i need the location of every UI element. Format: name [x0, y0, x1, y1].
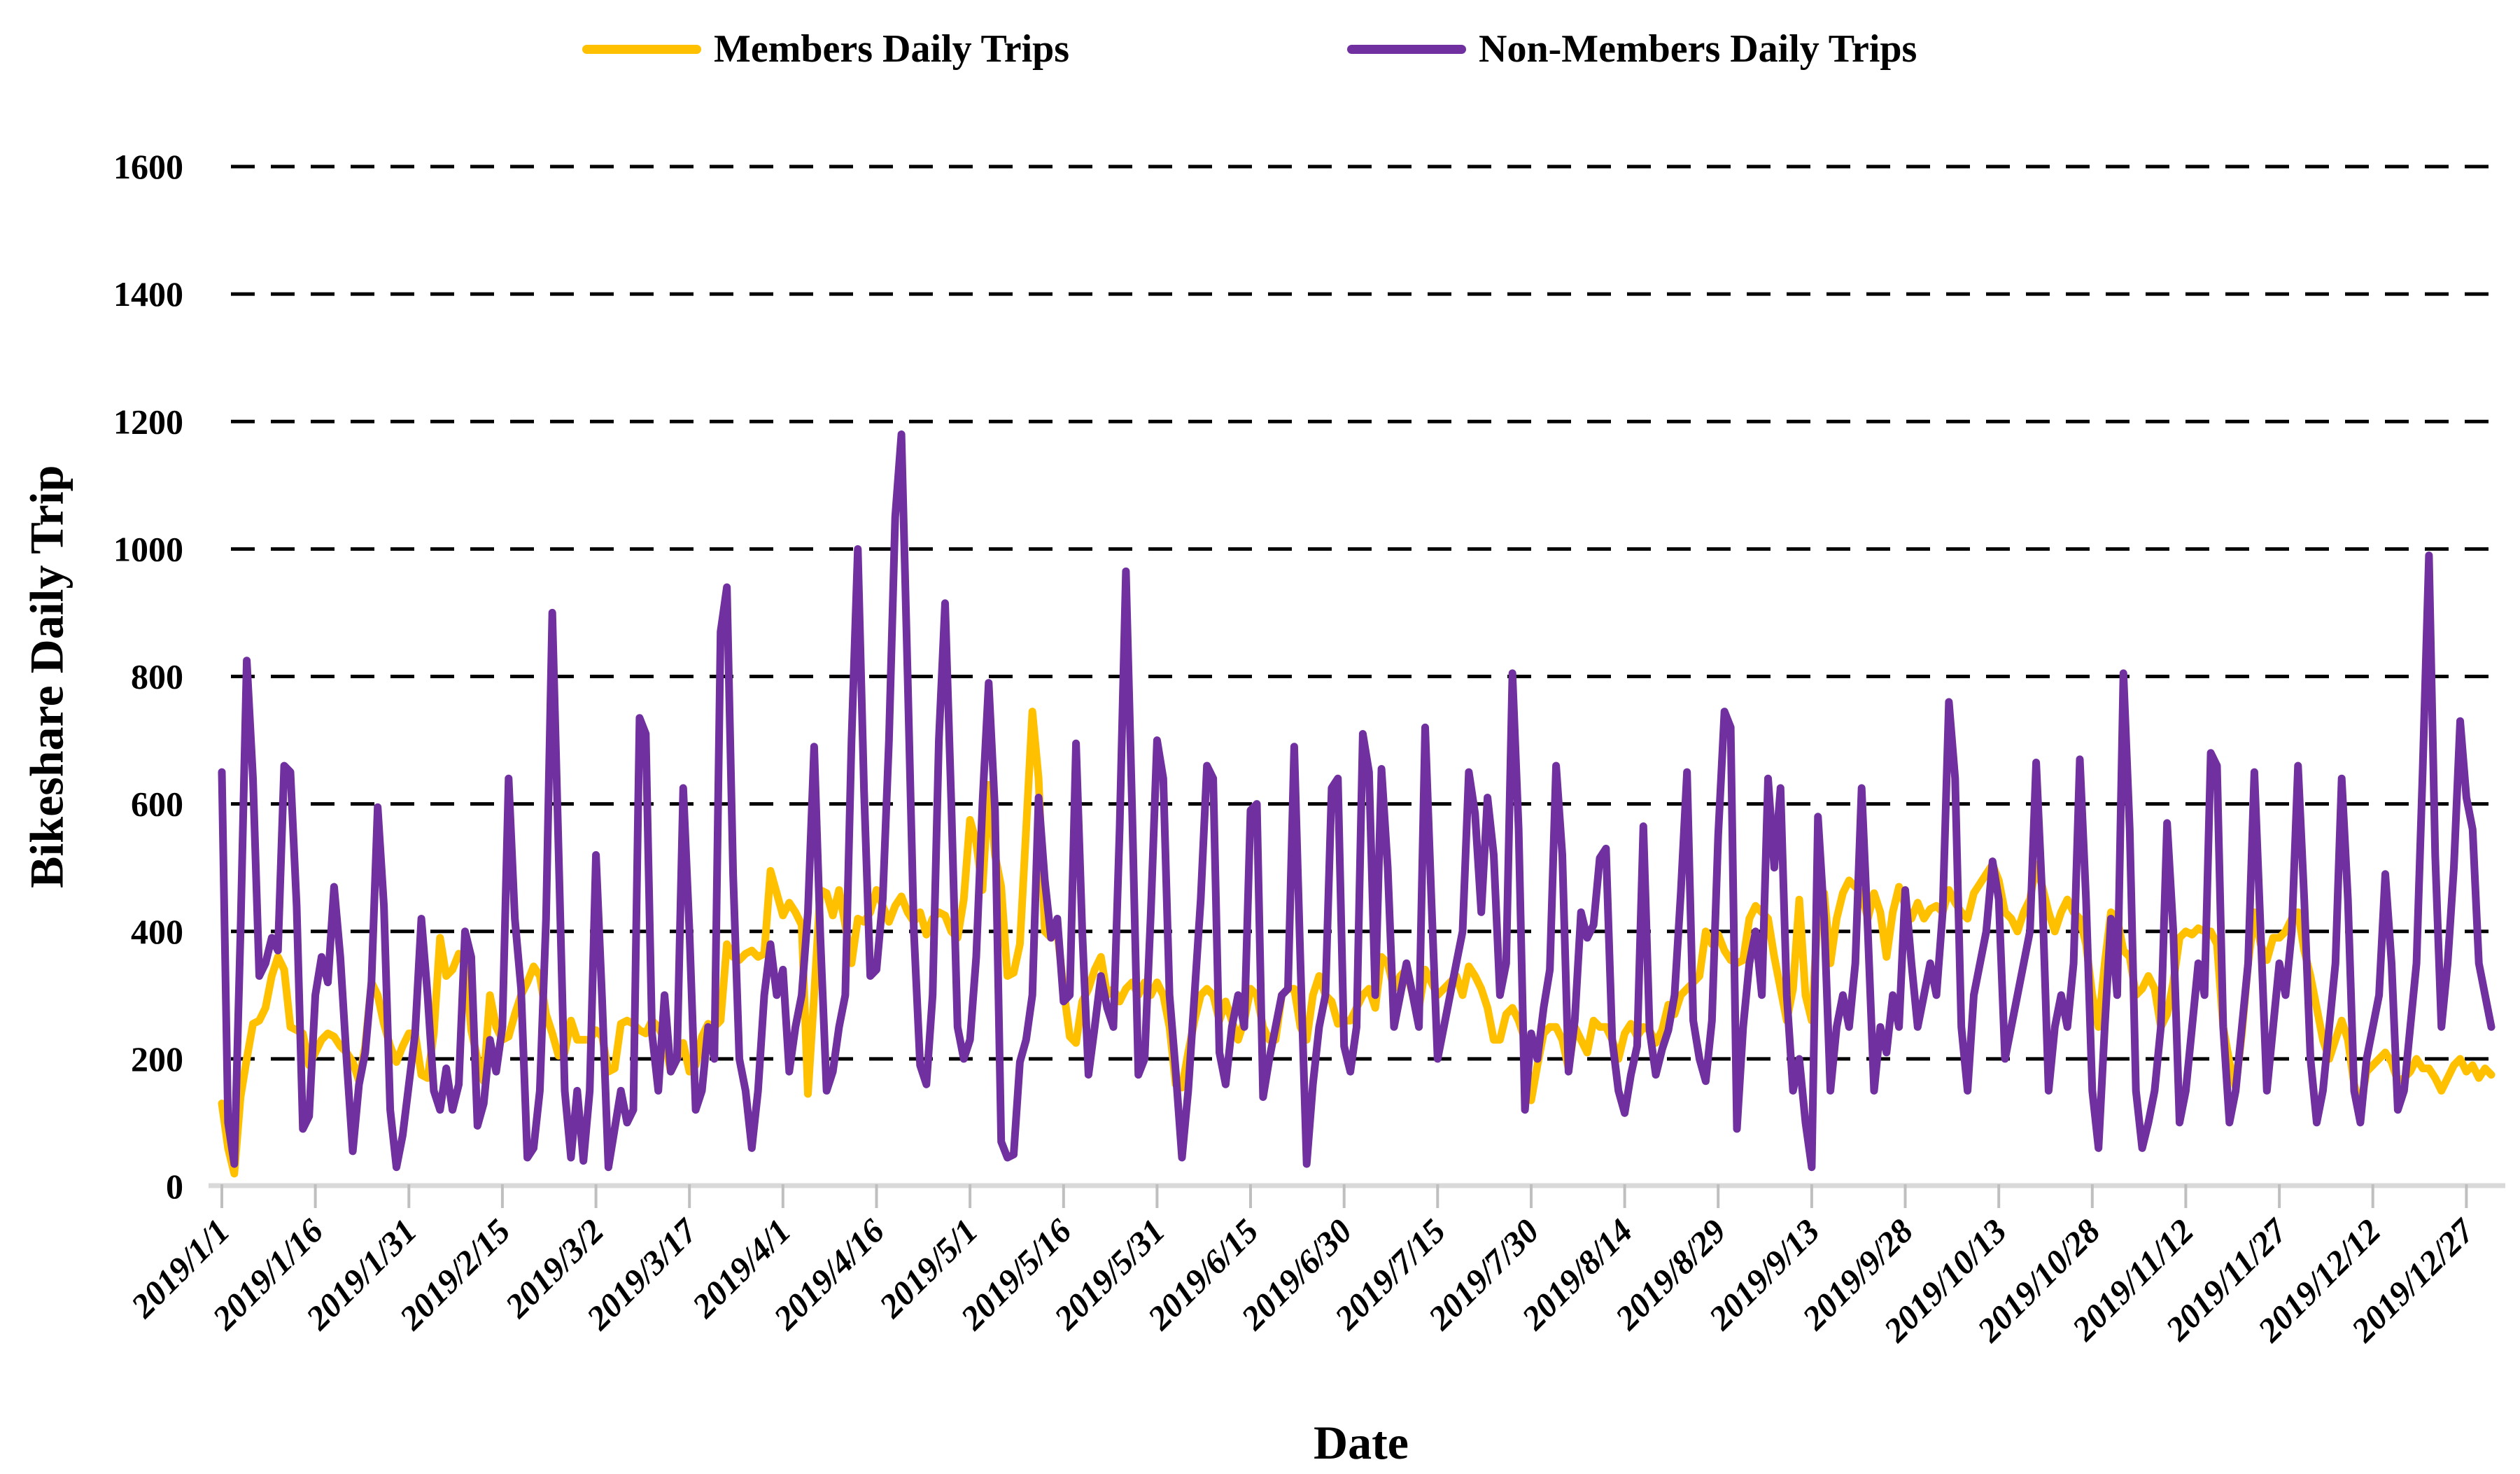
x-axis-title: Date — [1314, 1416, 1409, 1469]
y-tick-label: 1400 — [113, 274, 183, 314]
y-tick-label: 600 — [131, 785, 183, 824]
y-tick-label: 1000 — [113, 529, 183, 568]
legend-label-members: Members Daily Trips — [714, 27, 1070, 71]
non-members-series-line — [218, 430, 2496, 1172]
legend-item-members: Members Daily Trips — [582, 27, 1069, 71]
y-tick-label: 400 — [131, 912, 183, 951]
legend-line-non-members-swatch — [1347, 44, 1466, 54]
legend-label-non-members: Non-Members Daily Trips — [1479, 27, 1917, 71]
legend-line-members-swatch — [582, 44, 701, 54]
y-tick-label: 1600 — [113, 147, 183, 186]
legend-item-non-members: Non-Members Daily Trips — [1347, 27, 1917, 71]
y-tick-label: 800 — [131, 657, 183, 696]
y-tick-label: 1200 — [113, 402, 183, 441]
y-tick-label: 200 — [131, 1039, 183, 1079]
y-tick-label: 0 — [166, 1167, 183, 1206]
